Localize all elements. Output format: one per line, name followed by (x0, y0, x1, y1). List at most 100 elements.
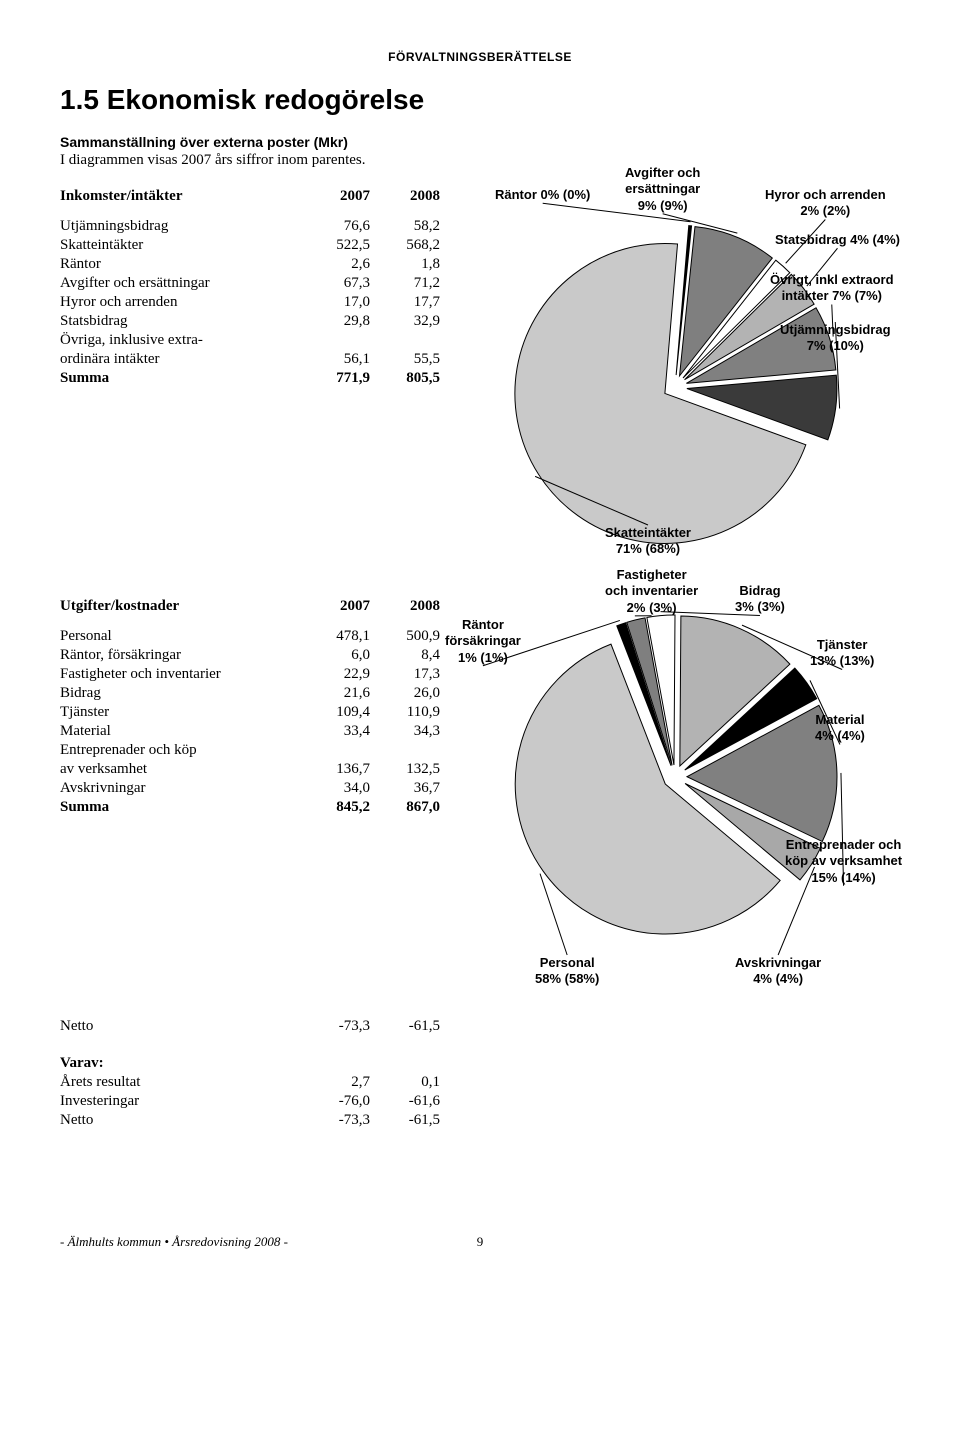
table-row-y2 (370, 331, 440, 350)
pie-label: Skatteintäkter71% (68%) (605, 525, 691, 558)
table-row-label: Räntor (60, 255, 300, 274)
table-row-y1: 478,1 (300, 627, 370, 646)
table-row-label: Material (60, 722, 300, 741)
table-row-label: av verksamhet (60, 760, 300, 779)
table-row-y1: 76,6 (300, 217, 370, 236)
table-row-y1 (300, 1054, 370, 1073)
table-row-y1: 136,7 (300, 760, 370, 779)
table-row-label: Personal (60, 627, 300, 646)
table-row-y1: 522,5 (300, 236, 370, 255)
table-row-label: Entreprenader och köp (60, 741, 300, 760)
section-label: FÖRVALTNINGSBERÄTTELSE (60, 50, 900, 64)
pie-label: Övrigt, inkl extraordintäkter 7% (7%) (770, 272, 894, 305)
table-row-label: Investeringar (60, 1092, 300, 1111)
pie-label: Material4% (4%) (815, 712, 865, 745)
table-row-y1: 2,6 (300, 255, 370, 274)
table-row-y2: 58,2 (370, 217, 440, 236)
table-row-y2: 34,3 (370, 722, 440, 741)
table-row-label: Hyror och arrenden (60, 293, 300, 312)
table-row-label: Netto (60, 1017, 300, 1036)
income-pie-chart: Skatteintäkter71% (68%)Räntor 0% (0%)Avg… (475, 187, 895, 547)
pie-label: Tjänster13% (13%) (810, 637, 874, 670)
table-row-y2: 805,5 (370, 369, 440, 388)
pie-label: Fastigheteroch inventarier2% (3%) (605, 567, 698, 616)
page-footer: - Älmhults kommun • Årsredovisning 2008 … (60, 1234, 900, 1250)
table-row-y2: -61,5 (370, 1111, 440, 1130)
pie-label: Avgifter ochersättningar9% (9%) (625, 165, 700, 214)
table-row-label: Skatteintäkter (60, 236, 300, 255)
table-row-label: Tjänster (60, 703, 300, 722)
footer-text: - Älmhults kommun • Årsredovisning 2008 … (60, 1234, 288, 1249)
table-row-y2: 36,7 (370, 779, 440, 798)
table-row-y1: 21,6 (300, 684, 370, 703)
table-row-y2: 568,2 (370, 236, 440, 255)
table-row-y1: 56,1 (300, 350, 370, 369)
table-row-y1: 29,8 (300, 312, 370, 331)
income-table: Inkomster/intäkter 2007 2008 Utjämningsbi… (60, 187, 440, 388)
table-row-y2: -61,6 (370, 1092, 440, 1111)
table-row-y1: -73,3 (300, 1111, 370, 1130)
table-row-label: Summa (60, 369, 300, 388)
table-row-y1: -76,0 (300, 1092, 370, 1111)
table-row-label: Övriga, inklusive extra- (60, 331, 300, 350)
table-row-y1: 771,9 (300, 369, 370, 388)
income-block: Inkomster/intäkter 2007 2008 Utjämningsbi… (60, 187, 900, 547)
table-row-y1: 34,0 (300, 779, 370, 798)
pie-label: Entreprenader ochköp av verksamhet15% (1… (785, 837, 902, 886)
table-row-y2: 132,5 (370, 760, 440, 779)
table-row-y2: 1,8 (370, 255, 440, 274)
table-row-label: Varav: (60, 1054, 300, 1073)
intro-text: I diagrammen visas 2007 års siffror inom… (60, 152, 900, 169)
table-row-y2: 71,2 (370, 274, 440, 293)
expense-block: Utgifter/kostnader 2007 2008Personal 478… (60, 597, 900, 997)
pie-label: Bidrag3% (3%) (735, 583, 785, 616)
table-row-label: Bidrag (60, 684, 300, 703)
expense-table: Utgifter/kostnader 2007 2008Personal 478… (60, 597, 440, 817)
table-row-y2: 55,5 (370, 350, 440, 369)
table-header-label: Utgifter/kostnader (60, 597, 300, 621)
table-row-y1: -73,3 (300, 1017, 370, 1036)
pie-label: Statsbidrag 4% (4%) (775, 232, 900, 248)
netto-block: Netto -73,3 -61,5 Varav: Årets resultat 2… (60, 1017, 900, 1130)
table-row-y2: 17,3 (370, 665, 440, 684)
table-row-y1: 67,3 (300, 274, 370, 293)
table-header-y1: 2007 (300, 597, 370, 621)
table-row-y2 (370, 741, 440, 760)
table-row-y2: 867,0 (370, 798, 440, 817)
pie-label: Räntor 0% (0%) (495, 187, 590, 203)
pie-label: Räntorförsäkringar1% (1%) (445, 617, 521, 666)
table-row-y2 (370, 1054, 440, 1073)
table-header-y1: 2007 (300, 187, 370, 211)
table-row-y2: 17,7 (370, 293, 440, 312)
expense-pie-chart: Personal58% (58%)Räntorförsäkringar1% (1… (475, 597, 895, 997)
table-row-label: Summa (60, 798, 300, 817)
table-row-y2: -61,5 (370, 1017, 440, 1036)
table-row-y1: 33,4 (300, 722, 370, 741)
table-row-y1: 2,7 (300, 1073, 370, 1092)
table-row-label: Utjämningsbidrag (60, 217, 300, 236)
table-row-y2: 500,9 (370, 627, 440, 646)
table-row-label: Fastigheter och inventarier (60, 665, 300, 684)
table-row-y2: 0,1 (370, 1073, 440, 1092)
table-header-label: Inkomster/intäkter (60, 187, 300, 211)
page-number: 9 (477, 1234, 484, 1250)
table-row-y1: 6,0 (300, 646, 370, 665)
page-title: 1.5 Ekonomisk redogörelse (60, 84, 900, 116)
table-row-label: Avskrivningar (60, 779, 300, 798)
table-row-y2: 26,0 (370, 684, 440, 703)
netto-table: Netto -73,3 -61,5 Varav: Årets resultat 2… (60, 1017, 440, 1130)
table-row-label: Årets resultat (60, 1073, 300, 1092)
pie-label: Personal58% (58%) (535, 955, 599, 988)
table-row-y1: 17,0 (300, 293, 370, 312)
table-row-y1 (300, 741, 370, 760)
pie-label: Hyror och arrenden2% (2%) (765, 187, 886, 220)
table-row-y1: 845,2 (300, 798, 370, 817)
table-row-label: Statsbidrag (60, 312, 300, 331)
table-row-y1 (300, 331, 370, 350)
table-row-y1: 22,9 (300, 665, 370, 684)
subheading: Sammanställning över externa poster (Mkr… (60, 134, 900, 150)
pie-label: Avskrivningar4% (4%) (735, 955, 821, 988)
table-row-label: Netto (60, 1111, 300, 1130)
table-header-y2: 2008 (370, 187, 440, 211)
table-row-y1: 109,4 (300, 703, 370, 722)
